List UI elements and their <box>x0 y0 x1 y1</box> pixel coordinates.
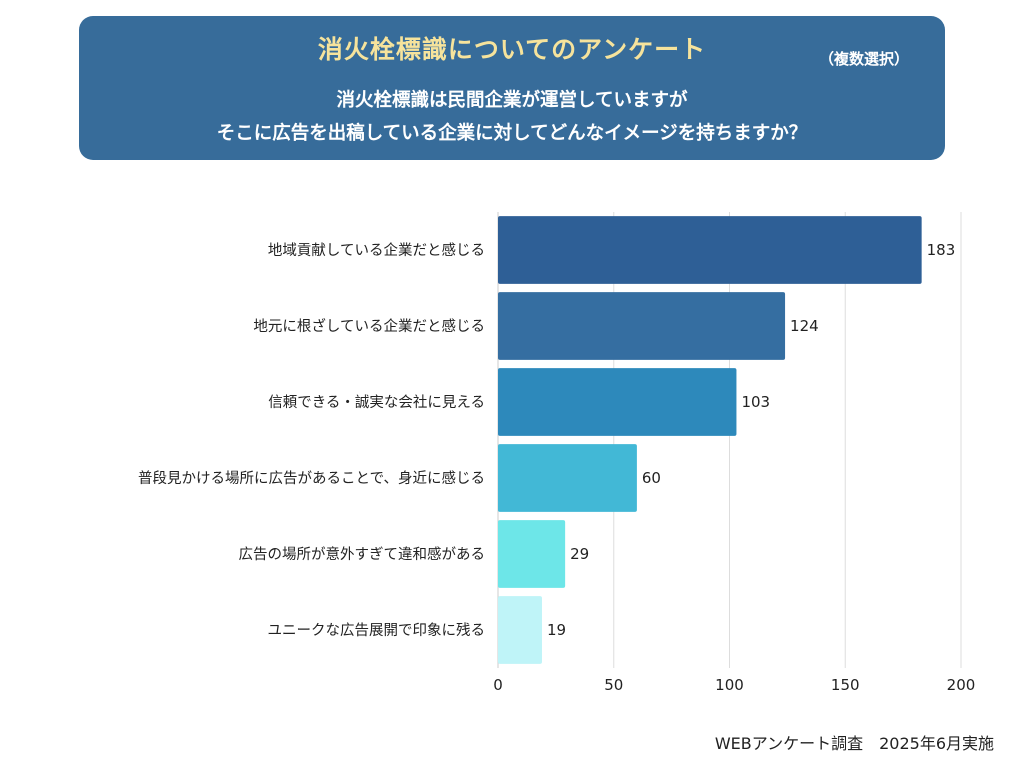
survey-title: 消火栓標識についてのアンケート <box>317 35 707 64</box>
category-labels: 地域貢献している企業だと感じる地元に根ざしている企業だと感じる信頼できる・誠実な… <box>138 241 485 639</box>
x-tick-label: 0 <box>493 676 503 694</box>
bar <box>498 520 566 588</box>
x-tick-label: 150 <box>831 676 860 694</box>
x-tick-label: 100 <box>715 676 744 694</box>
bar <box>498 292 786 360</box>
category-label: 信頼できる・誠実な会社に見える <box>268 394 485 411</box>
value-label: 124 <box>790 317 819 335</box>
source-footer: WEBアンケート調査 2025年6月実施 <box>714 734 994 753</box>
bars <box>498 216 922 664</box>
survey-question: 消火栓標識は民間企業が運営していますが そこに広告を出稿している企業に対してどん… <box>79 84 945 150</box>
grid-lines <box>497 212 962 668</box>
x-tick-label: 200 <box>947 676 976 694</box>
bar-chart: 地域貢献している企業だと感じる地元に根ざしている企業だと感じる信頼できる・誠実な… <box>138 212 975 694</box>
value-label: 103 <box>741 393 770 411</box>
value-label: 29 <box>570 545 589 563</box>
x-tick-label: 50 <box>604 676 623 694</box>
value-labels: 183 124 103 60 29 19 <box>547 241 955 639</box>
category-label: 普段見かける場所に広告があることで、身近に感じる <box>138 470 485 487</box>
category-label: ユニークな広告展開で印象に残る <box>268 622 486 639</box>
question-line-2: そこに広告を出稿している企業に対してどんなイメージを持ちますか？ <box>216 123 808 144</box>
category-label: 広告の場所が意外すぎて違和感がある <box>239 545 486 563</box>
header-banner: 消火栓標識についてのアンケート （複数選択） 消火栓標識は民間企業が運営していま… <box>79 16 945 160</box>
value-label: 60 <box>642 469 661 487</box>
bar <box>498 216 922 284</box>
question-line-1: 消火栓標識は民間企業が運営していますが <box>336 90 688 111</box>
x-axis-ticks: 0 50 100 150 200 <box>493 676 975 694</box>
value-label: 183 <box>927 241 956 259</box>
category-label: 地元に根ざしている企業だと感じる <box>253 317 485 335</box>
bar <box>498 444 637 512</box>
multiple-choice-note: （複数選択） <box>818 50 909 68</box>
value-label: 19 <box>547 621 566 639</box>
category-label: 地域貢献している企業だと感じる <box>268 241 485 259</box>
bar <box>498 368 737 436</box>
bar <box>498 596 542 664</box>
